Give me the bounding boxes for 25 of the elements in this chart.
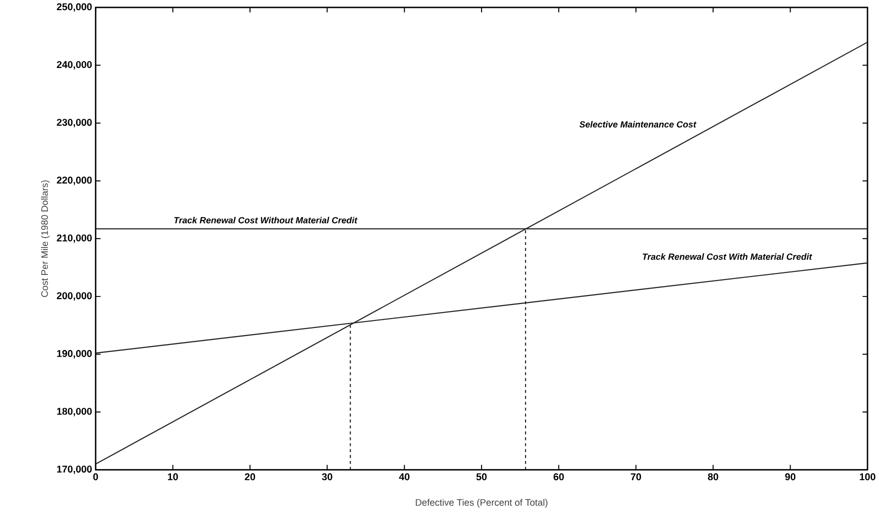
x-tick-label: 40 bbox=[399, 473, 410, 480]
y-axis-title: Cost Per Mile (1980 Dollars) bbox=[41, 180, 50, 298]
x-tick-label: 90 bbox=[785, 473, 796, 480]
y-tick-label: 180,000 bbox=[57, 408, 92, 416]
x-tick-label: 0 bbox=[93, 473, 98, 480]
x-tick-label: 10 bbox=[168, 473, 178, 480]
x-tick-label: 60 bbox=[554, 473, 564, 480]
y-tick-label: 200,000 bbox=[56, 292, 92, 301]
x-tick-label: 70 bbox=[630, 473, 642, 480]
x-axis-title: Defective Ties (Percent of Total) bbox=[416, 498, 548, 508]
series-label: Track Renewal Cost Without Material Credit bbox=[174, 216, 358, 224]
y-tick-label: 170,000 bbox=[57, 466, 92, 474]
y-tick-label: 250,000 bbox=[56, 3, 92, 12]
y-tick-label: 210,000 bbox=[56, 234, 92, 243]
x-tick-label: 20 bbox=[244, 473, 256, 480]
series-label: Selective Maintenance Cost bbox=[579, 121, 696, 128]
series-label: Track Renewal Cost With Material Credit bbox=[642, 253, 812, 260]
x-tick-label: 80 bbox=[708, 473, 718, 480]
y-tick-label: 230,000 bbox=[56, 118, 92, 128]
y-tick-label: 240,000 bbox=[56, 61, 92, 70]
x-tick-label: 30 bbox=[322, 473, 332, 480]
y-tick-label: 220,000 bbox=[56, 176, 92, 186]
x-tick-label: 100 bbox=[860, 473, 876, 480]
y-tick-label: 190,000 bbox=[57, 350, 92, 358]
x-tick-label: 50 bbox=[476, 473, 487, 480]
